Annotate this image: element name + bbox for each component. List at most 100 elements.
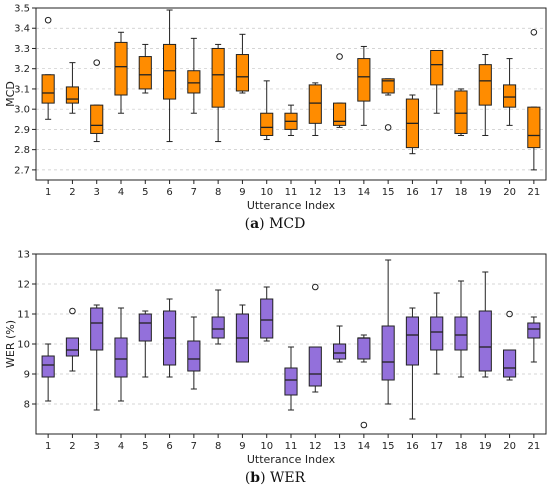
chart0-x-tick-label: 12 <box>309 187 322 198</box>
caption-b-text: WER <box>270 470 306 486</box>
chart1-x-tick-label: 11 <box>285 441 298 452</box>
chart1-box <box>260 298 274 339</box>
chart1-x-tick-label: 12 <box>309 441 322 452</box>
chart0-plot-frame <box>35 7 547 181</box>
chart1-x-tick-label: 21 <box>527 441 540 452</box>
chart0-y-tick-label: 2.7 <box>14 165 30 176</box>
chart1-y-tick-label: 10 <box>17 340 30 351</box>
chart1-y-axis-label: WER (%) <box>4 320 17 368</box>
chart0-box <box>381 78 395 94</box>
chart0-y-axis-label: MCD <box>4 81 17 107</box>
chart0-box <box>308 84 322 124</box>
chart0-box <box>65 86 79 104</box>
caption-b: (b) WER <box>244 470 306 486</box>
chart1-box <box>211 316 225 339</box>
caption-a-tag: a <box>250 216 260 232</box>
chart0-y-tick-label: 3.0 <box>14 105 30 116</box>
chart0-x-tick-label: 2 <box>69 187 75 198</box>
chart1-box <box>90 307 104 351</box>
chart1-x-tick-label: 1 <box>45 441 51 452</box>
chart0-box <box>114 41 128 96</box>
chart1-outlier-point <box>69 307 76 315</box>
chart0-x-tick-label: 10 <box>260 187 273 198</box>
chart1-box <box>284 367 298 396</box>
chart0-y-tick-label: 3.4 <box>14 24 30 35</box>
chart0-box <box>503 84 517 108</box>
chart1-x-tick-label: 8 <box>215 441 221 452</box>
chart0-x-tick-label: 4 <box>118 187 124 198</box>
chart0-y-tick-label: 3.5 <box>14 4 30 15</box>
chart1-x-tick-label: 14 <box>357 441 370 452</box>
chart0-x-tick-label: 9 <box>239 187 245 198</box>
chart1-box <box>41 355 55 378</box>
chart0-outlier-point <box>384 124 392 131</box>
chart0-box <box>41 74 55 104</box>
chart0-box <box>454 90 468 134</box>
chart1-y-tick-label: 11 <box>17 310 30 321</box>
mcd-chart: 2.72.82.93.03.13.23.33.43.51 2 3 4 5 6 7 8 9 10 11… <box>4 4 547 210</box>
chart1-y-tick-label: 12 <box>17 280 30 291</box>
chart1-box <box>381 325 395 381</box>
chart1-box <box>430 316 444 351</box>
chart1-x-axis-label: Utterance Index <box>247 453 336 464</box>
chart1-box <box>333 343 347 360</box>
chart0-box <box>235 54 250 92</box>
chart1-y-tick-label: 8 <box>24 400 30 411</box>
chart1-box <box>308 346 322 387</box>
chart1-x-tick-label: 9 <box>239 441 245 452</box>
chart0-x-tick-label: 21 <box>527 187 540 198</box>
caption-b-tag: b <box>250 470 261 486</box>
chart1-x-tick-label: 3 <box>94 441 100 452</box>
chart0-outlier-point <box>336 53 343 60</box>
chart1-x-tick-label: 19 <box>479 441 492 452</box>
chart0-box <box>260 112 274 136</box>
chart0-outlier-point <box>93 59 101 66</box>
chart0-x-tick-label: 6 <box>166 187 172 198</box>
chart0-outlier-point <box>44 16 52 24</box>
chart0-box <box>333 102 347 126</box>
chart0-x-tick-label: 8 <box>215 187 221 198</box>
chart1-x-tick-label: 5 <box>142 441 148 452</box>
chart0-box <box>187 70 201 94</box>
chart0-x-tick-label: 3 <box>94 187 100 198</box>
chart0-y-tick-label: 2.8 <box>14 145 30 156</box>
chart1-x-tick-label: 16 <box>406 441 419 452</box>
chart0-x-tick-label: 15 <box>382 187 395 198</box>
chart0-x-tick-label: 14 <box>357 187 370 198</box>
chart0-y-tick-label: 3.1 <box>14 84 30 95</box>
chart1-box <box>114 337 128 378</box>
chart1-box <box>478 310 492 372</box>
chart0-x-tick-label: 7 <box>191 187 197 198</box>
chart1-box <box>454 316 468 351</box>
chart0-box <box>527 106 541 149</box>
chart0-y-tick-label: 2.9 <box>14 125 30 136</box>
chart1-outlier-point <box>360 421 368 429</box>
caption-a: (a) MCD <box>244 216 306 232</box>
chart1-x-tick-label: 4 <box>118 441 124 452</box>
chart1-box <box>405 316 420 366</box>
chart1-box <box>503 349 517 378</box>
chart1-box <box>65 337 79 357</box>
chart0-box <box>357 58 371 102</box>
chart1-x-tick-label: 7 <box>191 441 197 452</box>
chart0-x-tick-label: 11 <box>285 187 298 198</box>
caption-a-text: MCD <box>269 216 306 232</box>
chart0-y-tick-label: 3.2 <box>14 64 30 75</box>
chart1-box <box>527 322 541 339</box>
chart0-box <box>430 49 444 86</box>
chart1-x-tick-label: 20 <box>503 441 516 452</box>
chart0-box <box>90 104 104 134</box>
chart1-box <box>357 337 371 360</box>
chart0-outlier-point <box>530 28 538 36</box>
chart0-x-tick-label: 1 <box>45 187 51 198</box>
chart1-x-tick-label: 13 <box>333 441 346 452</box>
chart1-outlier-point <box>506 310 513 318</box>
chart1-x-tick-label: 10 <box>260 441 273 452</box>
chart0-x-tick-label: 17 <box>430 187 443 198</box>
chart0-y-tick-label: 3.3 <box>14 44 30 55</box>
chart0-x-tick-label: 19 <box>479 187 492 198</box>
chart1-box <box>138 313 152 342</box>
chart1-outlier-point <box>311 283 319 291</box>
chart1-x-tick-label: 17 <box>430 441 443 452</box>
